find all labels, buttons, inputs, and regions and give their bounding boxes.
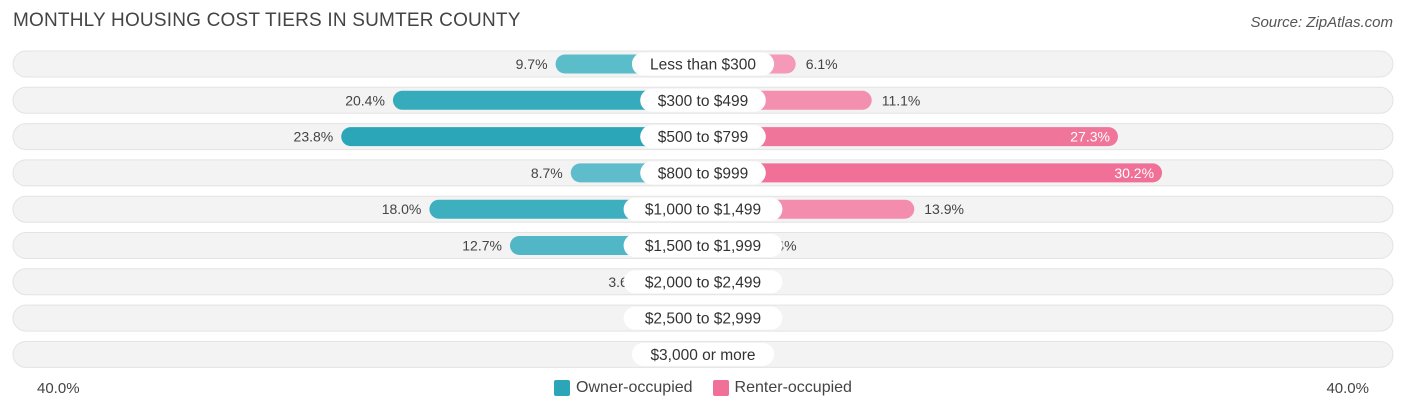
category-label: $1,000 to $1,499 bbox=[645, 202, 761, 219]
renter-bar bbox=[693, 163, 1163, 183]
owner-bar bbox=[341, 127, 713, 147]
legend-owner-label: Owner-occupied bbox=[576, 379, 693, 396]
category-label: $2,000 to $2,499 bbox=[645, 274, 761, 291]
legend-renter: Renter-occupied bbox=[712, 379, 852, 397]
category-pill bbox=[631, 52, 775, 76]
owner-value-label: 12.7% bbox=[462, 238, 502, 254]
category-label: Less than $300 bbox=[650, 57, 756, 74]
renter-value-label: 6.1% bbox=[806, 56, 838, 72]
renter-value-label: 11.1% bbox=[882, 92, 921, 108]
chart-title: MONTHLY HOUSING COST TIERS IN SUMTER COU… bbox=[13, 10, 521, 31]
category-pill bbox=[623, 270, 783, 294]
category-pill bbox=[631, 342, 775, 366]
category-label: $2,500 to $2,999 bbox=[645, 311, 761, 328]
owner-value-label: 8.7% bbox=[531, 165, 563, 181]
owner-value-label: 9.7% bbox=[516, 56, 548, 72]
diverging-bar-chart: 9.7% 6.1% Less than $300 20.4% 11.1% $300 to … bbox=[12, 50, 1394, 368]
axis-right-label: 40.0% bbox=[1326, 380, 1369, 397]
chart-source: Source: ZipAtlas.com bbox=[1250, 14, 1393, 31]
category-pill bbox=[640, 161, 766, 185]
legend-owner-swatch bbox=[554, 380, 571, 396]
renter-value-label: 27.3% bbox=[1070, 129, 1110, 145]
axis-left-label: 40.0% bbox=[37, 380, 80, 397]
category-pill bbox=[623, 306, 783, 330]
legend-owner: Owner-occupied bbox=[554, 379, 693, 397]
category-label: $500 to $799 bbox=[658, 129, 749, 146]
owner-value-label: 23.8% bbox=[294, 129, 334, 145]
legend: Owner-occupied Renter-occupied bbox=[0, 379, 1406, 397]
category-pill bbox=[623, 234, 783, 257]
owner-value-label: 20.4% bbox=[345, 92, 385, 108]
category-label: $800 to $999 bbox=[658, 165, 749, 182]
category-pill bbox=[640, 125, 766, 149]
legend-renter-swatch bbox=[712, 380, 729, 396]
renter-value-label: 13.9% bbox=[924, 201, 964, 217]
category-label: $3,000 or more bbox=[650, 347, 755, 364]
category-label: $300 to $499 bbox=[658, 93, 749, 110]
legend-renter-label: Renter-occupied bbox=[734, 379, 852, 396]
category-pill bbox=[640, 88, 766, 112]
owner-bar bbox=[392, 90, 713, 110]
category-label: $1,500 to $1,999 bbox=[645, 238, 761, 255]
renter-bar bbox=[693, 127, 1118, 147]
category-pill bbox=[623, 197, 783, 221]
owner-value-label: 18.0% bbox=[382, 201, 422, 217]
renter-value-label: 30.2% bbox=[1114, 165, 1154, 181]
